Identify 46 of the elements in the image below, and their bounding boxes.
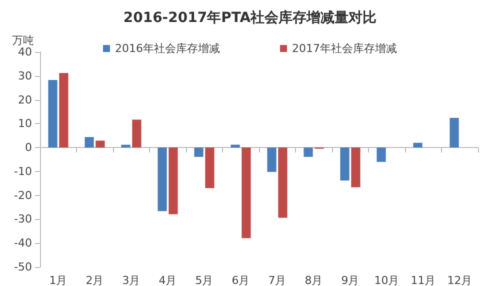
x-tick-label: 7月	[268, 274, 286, 286]
bar	[340, 148, 350, 181]
x-tick-label: 3月	[122, 274, 140, 286]
y-tick-label: 10	[18, 117, 32, 130]
x-tick-label: 11月	[410, 274, 436, 286]
bar	[205, 148, 214, 188]
x-tick-label: 12月	[447, 274, 472, 286]
y-tick-label: -40	[14, 236, 32, 250]
x-tick-label: 4月	[158, 274, 177, 286]
bar	[96, 140, 105, 148]
bar	[158, 148, 167, 212]
legend-label: 2017年社会库存增减	[292, 42, 397, 55]
x-tick-label: 2月	[86, 274, 104, 286]
x-tick-label: 6月	[232, 274, 250, 286]
y-tick-label: -10	[14, 164, 32, 178]
bar	[278, 148, 288, 218]
bar	[304, 148, 313, 157]
x-tick-label: 10月	[374, 274, 400, 286]
bar	[230, 144, 240, 148]
y-tick-label: -30	[14, 212, 32, 226]
y-tick-label: -50	[14, 260, 32, 274]
bar	[351, 148, 360, 188]
bar	[59, 73, 68, 148]
bar	[132, 120, 142, 148]
bar	[267, 148, 276, 172]
bar	[450, 118, 459, 148]
y-tick-label: 30	[18, 69, 32, 82]
bar	[121, 144, 130, 148]
x-tick-label: 5月	[195, 274, 214, 286]
chart-title: 2016-2017年PTA社会库存增减量对比	[123, 9, 377, 26]
bar	[48, 80, 58, 148]
legend-label: 2016年社会库存增减	[115, 42, 220, 55]
y-tick-label: -20	[14, 188, 32, 202]
y-tick-label: 20	[18, 93, 32, 106]
bar	[376, 148, 386, 162]
x-tick-label: 9月	[341, 274, 360, 286]
bar	[168, 148, 178, 214]
bar	[413, 142, 422, 148]
y-axis-title: 万吨	[12, 34, 34, 47]
y-tick-label: 40	[18, 46, 32, 58]
bar	[194, 148, 204, 157]
bar	[242, 148, 251, 238]
x-tick-label: 1月	[49, 274, 68, 286]
y-tick-label: 0	[25, 141, 32, 154]
bar	[84, 137, 94, 148]
x-tick-label: 8月	[304, 274, 323, 286]
